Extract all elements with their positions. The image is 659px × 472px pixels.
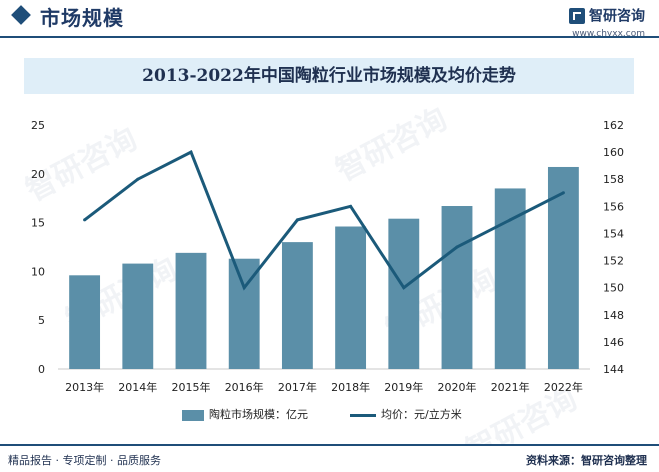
bar bbox=[388, 218, 420, 369]
legend-item-line: 均价：元/立方米 bbox=[350, 406, 462, 422]
right-axis-tick-label: 158 bbox=[603, 173, 624, 186]
x-axis-tick-label: 2017年 bbox=[278, 380, 317, 394]
page-footer: 精品报告 · 专项定制 · 品质服务 资料来源：智研咨询整理 bbox=[0, 444, 659, 472]
x-axis-tick-label: 2013年 bbox=[65, 380, 104, 394]
price-point bbox=[189, 150, 193, 154]
bar bbox=[69, 275, 101, 369]
right-axis-tick-label: 156 bbox=[603, 200, 624, 213]
section-title: 市场规模 bbox=[40, 6, 124, 30]
left-axis-tick-label: 20 bbox=[31, 168, 45, 181]
price-point bbox=[402, 286, 406, 290]
legend-bar-label: 陶粒市场规模：亿元 bbox=[209, 408, 308, 421]
price-point bbox=[136, 177, 140, 181]
right-axis-tick-label: 160 bbox=[603, 146, 624, 159]
x-axis-tick-label: 2020年 bbox=[438, 380, 477, 394]
brand-url: www.chyxx.com bbox=[572, 28, 645, 39]
right-axis-tick-label: 146 bbox=[603, 336, 624, 349]
bar bbox=[228, 258, 260, 369]
right-axis-tick-label: 152 bbox=[603, 255, 624, 268]
right-axis-tick-label: 154 bbox=[603, 227, 624, 240]
price-point bbox=[561, 191, 565, 195]
bar bbox=[547, 166, 579, 369]
brand-logo-icon bbox=[569, 7, 585, 24]
legend-line-swatch bbox=[350, 413, 376, 417]
price-point bbox=[83, 218, 87, 222]
left-axis-tick-label: 5 bbox=[38, 314, 45, 327]
left-axis-tick-label: 15 bbox=[31, 217, 45, 230]
page-header: 市场规模 智研咨询 www.chyxx.com bbox=[0, 0, 659, 40]
right-axis-tick-label: 162 bbox=[603, 119, 624, 132]
price-point bbox=[242, 286, 246, 290]
chart-title: 2013-2022年中国陶粒行业市场规模及均价走势 bbox=[24, 58, 634, 94]
legend-bar-swatch bbox=[182, 409, 204, 421]
x-axis-tick-label: 2022年 bbox=[544, 380, 583, 394]
footer-source: 资料来源：智研咨询整理 bbox=[526, 454, 647, 467]
brand-name: 智研咨询 bbox=[589, 8, 645, 25]
price-point bbox=[455, 245, 459, 249]
brand: 智研咨询 www.chyxx.com bbox=[569, 5, 645, 39]
bar bbox=[441, 206, 473, 369]
left-axis-tick-label: 0 bbox=[38, 363, 45, 376]
legend-item-bar: 陶粒市场规模：亿元 bbox=[182, 406, 308, 422]
right-axis-tick-label: 144 bbox=[603, 363, 624, 376]
x-axis-tick-label: 2018年 bbox=[331, 380, 370, 394]
bar bbox=[335, 226, 367, 369]
price-point bbox=[508, 218, 512, 222]
footer-slogan: 精品报告 · 专项定制 · 品质服务 bbox=[8, 454, 161, 467]
x-axis-tick-label: 2019年 bbox=[384, 380, 423, 394]
legend-line-label: 均价：元/立方米 bbox=[381, 408, 462, 421]
left-axis-tick-label: 10 bbox=[31, 265, 45, 278]
right-axis-tick-label: 150 bbox=[603, 282, 624, 295]
x-axis-tick-label: 2015年 bbox=[172, 380, 211, 394]
x-axis-tick-label: 2021年 bbox=[491, 380, 530, 394]
x-axis-tick-label: 2014年 bbox=[118, 380, 157, 394]
price-line bbox=[83, 150, 565, 291]
header-divider bbox=[0, 36, 659, 38]
bar bbox=[175, 252, 207, 369]
price-point bbox=[295, 218, 299, 222]
price-point bbox=[349, 204, 353, 208]
right-axis-tick-label: 148 bbox=[603, 309, 624, 322]
bar bbox=[122, 263, 154, 369]
bar bbox=[281, 242, 313, 369]
x-axis-tick-label: 2016年 bbox=[225, 380, 264, 394]
left-axis-tick-label: 25 bbox=[31, 119, 45, 132]
